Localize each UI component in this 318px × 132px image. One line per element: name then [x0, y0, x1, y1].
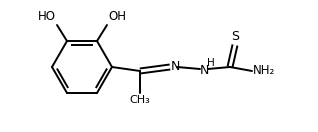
Text: N: N	[171, 60, 180, 72]
Text: H: H	[207, 58, 215, 68]
Text: OH: OH	[108, 10, 126, 23]
Text: HO: HO	[38, 10, 56, 23]
Text: NH₂: NH₂	[253, 65, 275, 77]
Text: CH₃: CH₃	[130, 95, 150, 105]
Text: N: N	[200, 63, 209, 77]
Text: S: S	[231, 30, 239, 43]
